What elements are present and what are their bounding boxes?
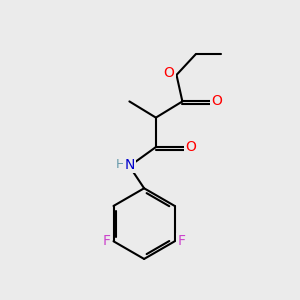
Text: O: O [164, 66, 175, 80]
Text: F: F [177, 234, 185, 248]
Text: O: O [185, 140, 196, 154]
Text: O: O [212, 94, 222, 108]
Text: N: N [124, 158, 135, 172]
Text: H: H [116, 158, 125, 171]
Text: F: F [103, 234, 111, 248]
